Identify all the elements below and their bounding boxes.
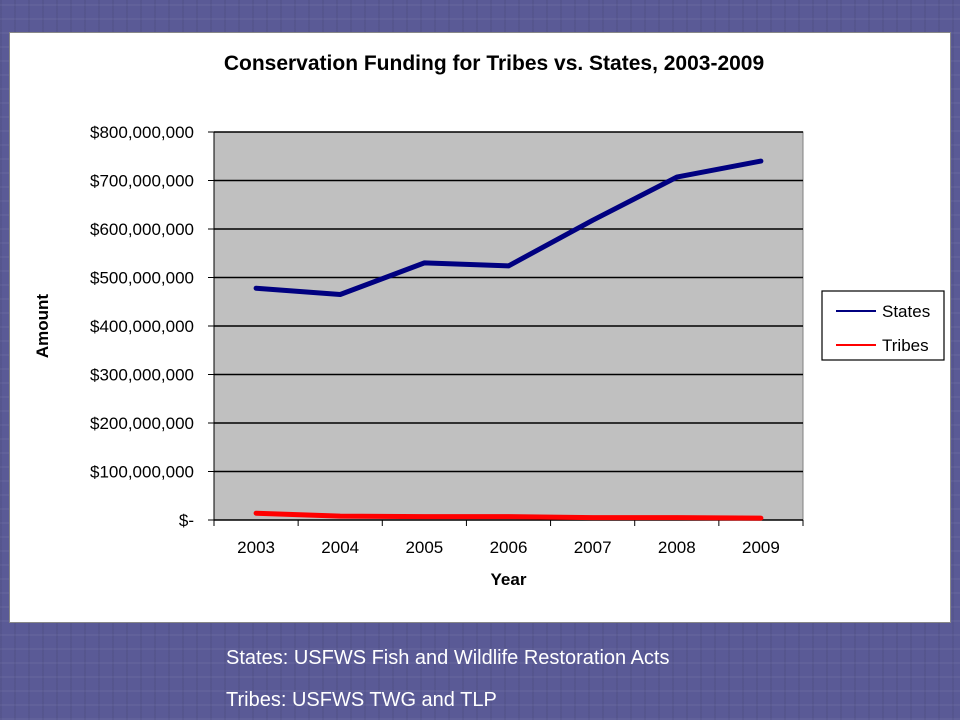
x-tick-label: 2004 [321, 538, 359, 557]
legend-label-tribes: Tribes [882, 336, 929, 355]
y-axis-label: Amount [33, 294, 52, 359]
states-source-caption: States: USFWS Fish and Wildlife Restorat… [226, 647, 670, 669]
chart-title: Conservation Funding for Tribes vs. Stat… [224, 52, 764, 75]
y-tick-label: $400,000,000 [90, 317, 194, 336]
x-axis-label: Year [491, 570, 527, 589]
line-chart: Conservation Funding for Tribes vs. Stat… [33, 52, 945, 589]
tribes-source-caption: Tribes: USFWS TWG and TLP [226, 689, 497, 711]
x-tick-label: 2003 [237, 538, 275, 557]
y-tick-label: $- [179, 511, 194, 530]
x-tick-label: 2006 [490, 538, 528, 557]
series-lines [253, 158, 764, 521]
y-tick-label: $200,000,000 [90, 414, 194, 433]
y-axis-ticks: $- $100,000,000 $200,000,000 $300,000,000 $4… [90, 123, 214, 530]
x-tick-label: 2007 [574, 538, 612, 557]
y-tick-label: $100,000,000 [90, 463, 194, 482]
y-tick-label: $500,000,000 [90, 269, 194, 288]
x-tick-label: 2008 [658, 538, 696, 557]
y-tick-label: $700,000,000 [90, 172, 194, 191]
y-tick-label: $800,000,000 [90, 123, 194, 142]
x-tick-label: 2005 [405, 538, 443, 557]
legend-label-states: States [882, 302, 930, 321]
chart-panel: Conservation Funding for Tribes vs. Stat… [9, 32, 951, 623]
y-tick-label: $600,000,000 [90, 220, 194, 239]
y-tick-label: $300,000,000 [90, 366, 194, 385]
legend-box [821, 290, 945, 361]
legend: States Tribes [821, 290, 945, 361]
x-tick-label: 2009 [742, 538, 780, 557]
